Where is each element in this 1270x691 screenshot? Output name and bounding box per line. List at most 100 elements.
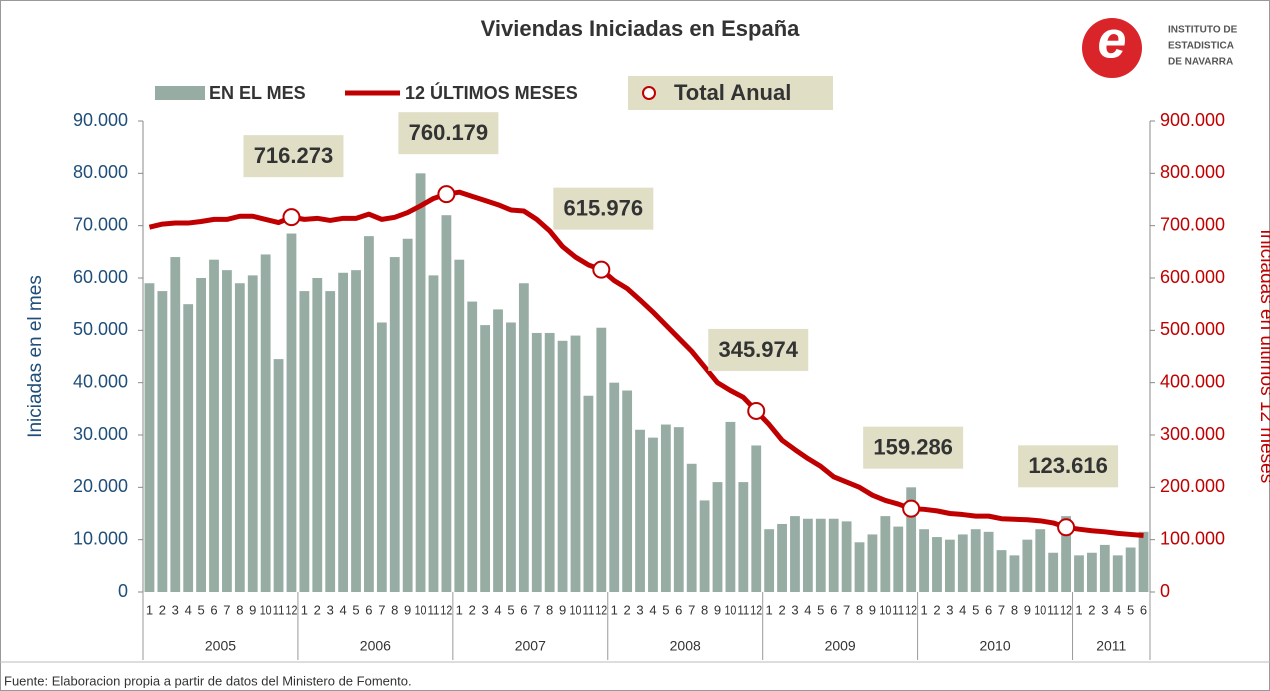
bar: [312, 278, 323, 592]
x-tick-label: 7: [533, 602, 540, 617]
x-tick-label: 11: [892, 602, 904, 617]
bar: [364, 236, 374, 592]
bar: [790, 516, 800, 592]
x-tick-label: 4: [494, 602, 501, 617]
x-tick-label: 8: [236, 602, 243, 617]
bar: [1112, 555, 1123, 592]
data-label: 716.273: [254, 143, 334, 168]
x-tick-label: 10: [415, 602, 427, 617]
bar: [1022, 539, 1033, 592]
y-tick-label: 90.000: [73, 110, 128, 130]
logo-mark: [1082, 18, 1142, 78]
x-tick-label: 12: [905, 602, 917, 617]
data-label: 760.179: [409, 120, 489, 145]
bar: [196, 278, 207, 592]
x-tick-label: 2: [933, 602, 940, 617]
x-tick-label: 11: [1047, 602, 1059, 617]
year-label: 2005: [205, 638, 236, 654]
bar: [1048, 552, 1059, 592]
y-axis-title: Iniciadas en el mes: [25, 275, 46, 438]
year-label: 2011: [1096, 638, 1126, 654]
y-tick-label: 70.000: [73, 214, 128, 234]
bar: [893, 526, 904, 592]
x-tick-label: 9: [249, 602, 256, 617]
x-tick-label: 4: [649, 602, 656, 617]
year-label: 2008: [670, 638, 701, 654]
y2-tick-label: 900.000: [1160, 110, 1225, 130]
bar: [725, 421, 736, 592]
bar: [428, 275, 439, 592]
x-tick-label: 4: [1114, 602, 1121, 617]
annual-point: [1057, 518, 1076, 537]
bar: [273, 359, 284, 592]
x-tick-label: 11: [428, 602, 440, 617]
y-tick-label: 20.000: [73, 476, 128, 496]
x-tick-label: 6: [210, 602, 217, 617]
x-tick-label: 5: [662, 602, 669, 617]
bar: [944, 539, 955, 592]
x-tick-label: 3: [482, 602, 489, 617]
x-tick-label: 4: [185, 602, 192, 617]
bar: [1009, 555, 1020, 592]
bar: [467, 301, 478, 592]
x-tick-label: 10: [879, 602, 891, 617]
bar: [751, 445, 762, 592]
x-tick-label: 5: [1127, 602, 1134, 617]
bar: [260, 254, 271, 592]
bar: [815, 518, 826, 592]
y2-tick-label: 200.000: [1160, 476, 1225, 496]
bar: [738, 482, 749, 592]
bar: [880, 516, 891, 592]
bar: [144, 283, 155, 592]
legend-label: Total Anual: [674, 80, 791, 105]
bar: [828, 518, 839, 592]
logo-text: ESTADISTICA: [1168, 41, 1234, 52]
bar: [1035, 529, 1046, 592]
y2-tick-label: 400.000: [1160, 371, 1225, 391]
bar: [609, 382, 620, 592]
x-tick-label: 8: [1011, 602, 1018, 617]
label-box: [398, 112, 499, 155]
y-tick-label: 0: [118, 581, 128, 601]
chart-title: Viviendas Iniciadas en España: [481, 16, 801, 41]
x-tick-label: 8: [391, 602, 398, 617]
x-tick-label: 7: [998, 602, 1005, 617]
bar: [157, 291, 168, 592]
x-tick-label: 2: [159, 602, 166, 617]
bar: [557, 340, 568, 592]
source: Fuente: Elaboracion propia a partir de d…: [4, 673, 412, 688]
data-label: 159.286: [873, 434, 953, 459]
bar: [699, 500, 710, 592]
bar: [983, 531, 994, 592]
x-tick-label: 2: [314, 602, 321, 617]
x-tick-label: 10: [724, 602, 736, 617]
bar: [234, 283, 245, 592]
bar: [970, 529, 981, 592]
y2-tick-label: 600.000: [1160, 267, 1225, 287]
bar: [183, 304, 194, 592]
bar: [402, 238, 413, 592]
x-tick-label: 3: [946, 602, 953, 617]
annual-point: [282, 208, 301, 227]
x-tick-label: 1: [456, 602, 463, 617]
x-tick-label: 3: [636, 602, 643, 617]
x-tick-label: 3: [1101, 602, 1108, 617]
bar: [338, 272, 349, 592]
bar: [596, 327, 607, 592]
bar: [170, 257, 181, 592]
y2-axis-title: iniciadas en últimos 12 meses: [1256, 230, 1270, 483]
x-tick-label: 5: [352, 602, 359, 617]
label-box: [1018, 445, 1119, 488]
x-tick-label: 12: [750, 602, 762, 617]
bar: [325, 291, 336, 592]
y2-tick-label: 100.000: [1160, 528, 1225, 548]
bar: [351, 270, 361, 592]
y-tick-label: 40.000: [73, 371, 128, 391]
year-label: 2009: [825, 638, 856, 654]
bar: [932, 537, 942, 592]
x-tick-label: 1: [766, 602, 773, 617]
x-tick-label: 11: [582, 602, 594, 617]
y2-tick-label: 500.000: [1160, 319, 1225, 339]
bar: [854, 542, 865, 592]
